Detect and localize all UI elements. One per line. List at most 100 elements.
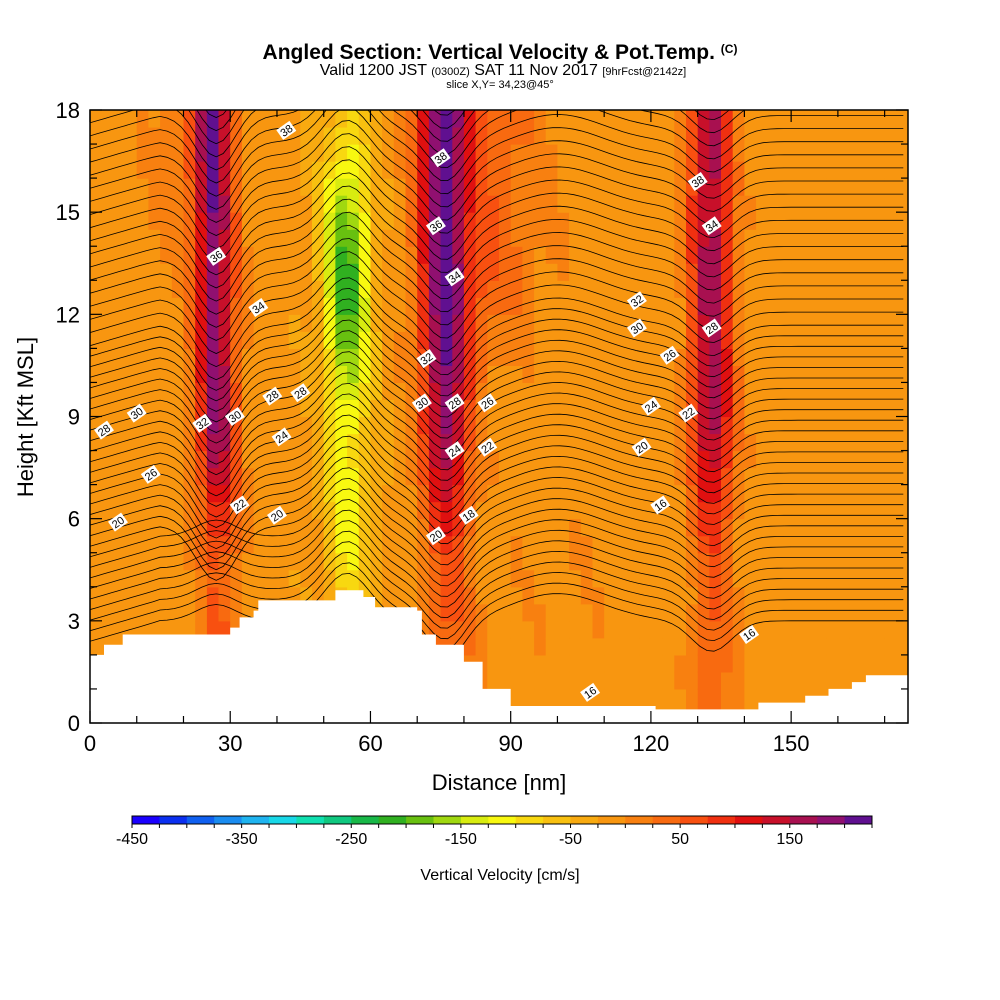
velocity-cell: [171, 416, 185, 435]
velocity-cell: [826, 127, 839, 145]
velocity-cell: [171, 314, 185, 332]
velocity-cell: [405, 331, 418, 349]
velocity-cell: [195, 603, 208, 622]
velocity-cell: [721, 603, 734, 622]
velocity-cell: [662, 246, 675, 264]
velocity-cell: [463, 229, 477, 247]
velocity-cell: [452, 297, 465, 315]
colorbar-swatch: [543, 816, 571, 824]
theta-label: 26: [140, 464, 161, 484]
velocity-cell: [686, 195, 699, 213]
velocity-cell: [487, 263, 500, 281]
velocity-cell: [545, 603, 558, 622]
velocity-cell: [522, 535, 535, 554]
velocity-cell: [347, 297, 360, 315]
velocity-cell: [405, 110, 418, 128]
velocity-cell: [335, 416, 348, 435]
velocity-cell: [335, 229, 348, 247]
velocity-cell: [861, 161, 874, 179]
velocity-cell: [802, 654, 816, 673]
velocity-cell: [510, 110, 523, 128]
velocity-cell: [849, 382, 862, 400]
velocity-cell: [160, 263, 173, 281]
velocity-cell: [545, 110, 558, 128]
velocity-cell: [241, 467, 255, 486]
velocity-cell: [802, 280, 816, 298]
velocity-cell: [861, 501, 874, 520]
velocity-cell: [125, 382, 138, 400]
velocity-cell: [896, 637, 908, 656]
x-tick-label: 0: [84, 731, 96, 756]
velocity-cell: [767, 110, 781, 128]
velocity-cell: [721, 399, 734, 418]
velocity-cell: [463, 586, 477, 605]
velocity-cell: [686, 688, 699, 707]
velocity-cell: [545, 518, 558, 537]
velocity-cell: [534, 229, 547, 247]
velocity-cell: [826, 654, 839, 673]
velocity-cell: [604, 620, 617, 639]
velocity-cell: [160, 246, 173, 264]
colorbar-swatch: [652, 816, 681, 824]
velocity-cell: [288, 195, 301, 213]
velocity-cell: [534, 365, 547, 383]
velocity-cell: [195, 382, 208, 400]
y-axis-label: Height [Kft MSL]: [13, 337, 38, 497]
velocity-cell: [534, 501, 547, 520]
velocity-cell: [405, 501, 418, 520]
velocity-cell: [206, 127, 220, 145]
colorbar-title: Vertical Velocity [cm/s]: [420, 867, 579, 884]
theta-label-bg: [659, 345, 680, 365]
velocity-cell: [732, 654, 745, 673]
velocity-cell: [592, 144, 605, 162]
velocity-cell: [791, 450, 804, 469]
velocity-cell: [802, 127, 816, 145]
velocity-cell: [113, 110, 126, 128]
velocity-cell: [405, 314, 418, 332]
velocity-cell: [534, 195, 547, 213]
velocity-cell: [148, 229, 161, 247]
velocity-cell: [113, 297, 126, 315]
velocity-cell: [499, 586, 512, 605]
velocity-cell: [90, 110, 103, 128]
velocity-cell: [463, 348, 477, 366]
velocity-cell: [206, 399, 220, 418]
velocity-cell: [101, 399, 114, 418]
velocity-cell: [814, 620, 827, 639]
velocity-cell: [604, 467, 617, 486]
velocity-cell: [791, 229, 804, 247]
velocity-cell: [627, 127, 640, 145]
velocity-cell: [592, 569, 605, 588]
theta-label-text: 34: [250, 300, 267, 317]
velocity-cell: [195, 195, 208, 213]
velocity-cell: [288, 399, 301, 418]
velocity-cell: [557, 671, 570, 690]
velocity-cell: [358, 178, 372, 196]
velocity-cell: [709, 331, 722, 349]
velocity-cell: [90, 552, 103, 571]
velocity-cell: [253, 110, 266, 128]
velocity-cell: [335, 450, 348, 469]
velocity-cell: [499, 178, 512, 196]
theta-label-bg: [290, 383, 311, 403]
velocity-cell: [183, 229, 196, 247]
velocity-cell: [160, 297, 173, 315]
velocity-cell: [218, 297, 231, 315]
velocity-cell: [615, 620, 629, 639]
velocity-cell: [522, 654, 535, 673]
velocity-cell: [779, 654, 792, 673]
velocity-cell: [230, 467, 243, 486]
colorbar-swatch: [515, 816, 544, 824]
theta-label-text: 38: [433, 150, 450, 167]
velocity-cell: [814, 637, 827, 656]
theta-label-text: 24: [274, 429, 291, 446]
velocity-cell: [779, 535, 792, 554]
x-tick-label: 150: [773, 731, 810, 756]
velocity-cell: [592, 518, 605, 537]
velocity-cell: [125, 144, 138, 162]
velocity-cell: [90, 331, 103, 349]
velocity-cell: [206, 518, 220, 537]
velocity-cell: [639, 552, 652, 571]
velocity-cell: [101, 212, 114, 230]
velocity-cell: [393, 144, 407, 162]
